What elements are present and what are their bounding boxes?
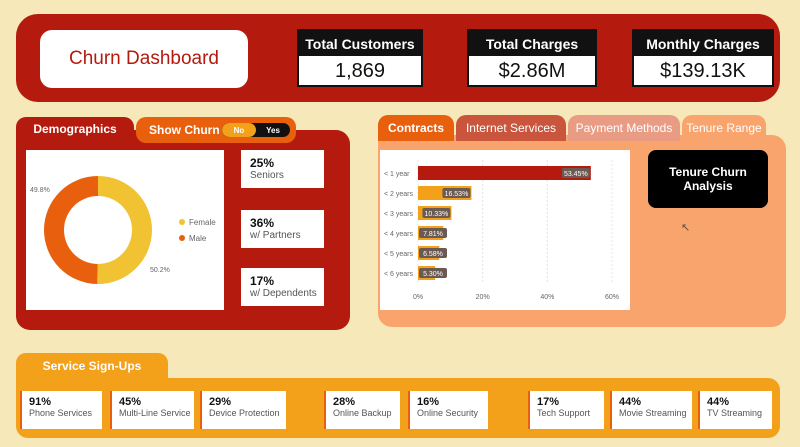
kpi-label: Monthly Charges: [634, 31, 772, 56]
x-tick-label: 60%: [605, 294, 619, 301]
stat-card-seniors: 25% Seniors: [238, 150, 324, 188]
female-pct-label: 50.2%: [150, 267, 170, 274]
kpi-value: $139.13K: [660, 60, 746, 82]
x-tick-label: 40%: [540, 294, 554, 301]
tab-internet-services[interactable]: Internet Services: [456, 115, 566, 141]
service-card-online-security: 16% Online Security: [408, 391, 488, 429]
toggle-no-option[interactable]: No: [222, 123, 256, 137]
service-label: Online Security: [417, 408, 479, 418]
stat-label: Seniors: [250, 170, 284, 181]
service-pct: 29%: [209, 396, 232, 408]
service-card-phone: 91% Phone Services: [20, 391, 102, 429]
bar-data-label: 53.45%: [564, 171, 588, 178]
kpi-label: Total Customers: [299, 31, 421, 56]
bar-data-label: 5.30%: [423, 271, 443, 278]
mouse-cursor-icon: ↖: [681, 221, 691, 234]
service-card-tech-support: 17% Tech Support: [528, 391, 604, 429]
donut-slice-female: [97, 176, 152, 284]
bar-data-label: 7.81%: [423, 231, 443, 238]
bar-data-label-bg: [419, 248, 447, 258]
stat-pct: 17%: [250, 274, 275, 288]
service-label: TV Streaming: [707, 408, 763, 418]
service-label: Multi-Line Service: [119, 408, 191, 418]
service-pct: 91%: [29, 396, 52, 408]
kpi-total-customers: Total Customers 1,869: [297, 29, 423, 87]
bar-data-label-bg: [419, 268, 447, 278]
bar-data-label-bg: [442, 188, 471, 198]
category-label: < 4 years: [384, 231, 413, 238]
service-pct: 17%: [537, 396, 560, 408]
service-pct: 28%: [333, 396, 356, 408]
category-label: < 5 years: [384, 251, 413, 258]
service-label: Online Backup: [333, 408, 392, 418]
service-label: Phone Services: [29, 408, 93, 418]
stat-pct: 36%: [250, 216, 275, 230]
service-pct: 44%: [619, 396, 642, 408]
stat-card-partners: 36% w/ Partners: [238, 210, 324, 248]
tenure-bar: [418, 166, 591, 180]
tenure-churn-analysis-button[interactable]: Tenure Churn Analysis: [648, 150, 768, 208]
service-pct: 44%: [707, 396, 730, 408]
service-card-device-protection: 29% Device Protection: [200, 391, 286, 429]
kpi-label: Total Charges: [469, 31, 595, 56]
stat-card-dependents: 17% w/ Dependents: [238, 268, 324, 306]
male-pct-label: 49.8%: [30, 187, 50, 194]
dashboard-title: Churn Dashboard: [40, 30, 248, 88]
bar-data-label-bg: [561, 168, 590, 178]
gender-donut-card: 49.8% 50.2% Female Male: [26, 150, 224, 310]
header-panel: Churn Dashboard Total Customers 1,869 To…: [16, 14, 780, 102]
kpi-value: $2.86M: [498, 60, 566, 82]
legend-female-label: Female: [189, 218, 216, 227]
bar-data-label: 10.33%: [425, 211, 449, 218]
service-card-multiline: 45% Multi-Line Service: [110, 391, 194, 429]
kpi-value: 1,869: [334, 60, 386, 82]
category-label: < 1 year: [384, 171, 410, 178]
show-churn-label: Show Churn: [149, 123, 220, 137]
stat-label: w/ Partners: [250, 230, 301, 241]
kpi-total-charges: Total Charges $2.86M: [467, 29, 597, 87]
tab-service-signups[interactable]: Service Sign-Ups: [16, 353, 168, 379]
tab-tenure-range[interactable]: Tenure Range: [682, 115, 766, 141]
show-churn-toggle[interactable]: No Yes: [222, 123, 290, 137]
service-label: Device Protection: [209, 408, 280, 418]
tab-demographics[interactable]: Demographics: [16, 117, 134, 141]
bar-data-label-bg: [419, 228, 447, 238]
service-card-tv-streaming: 44% TV Streaming: [698, 391, 772, 429]
bar-data-label: 6.58%: [423, 251, 443, 258]
service-card-movie-streaming: 44% Movie Streaming: [610, 391, 692, 429]
legend-female-swatch: [179, 219, 185, 225]
tenure-bar-card: 0% 20% 40% 60% < 1 year 53.45% < 2 years 16.53%…: [380, 150, 630, 310]
tab-payment-methods[interactable]: Payment Methods: [568, 115, 680, 141]
category-label: < 6 years: [384, 271, 413, 278]
category-label: < 2 years: [384, 191, 413, 198]
service-label: Movie Streaming: [619, 408, 687, 418]
bar-data-label: 16.53%: [445, 191, 469, 198]
donut-slices: [43, 176, 152, 284]
tab-contracts[interactable]: Contracts: [378, 115, 454, 141]
x-tick-label: 0%: [413, 294, 423, 301]
service-label: Tech Support: [537, 408, 591, 418]
service-card-online-backup: 28% Online Backup: [324, 391, 400, 429]
bar-data-label-bg: [422, 208, 451, 218]
service-pct: 16%: [417, 396, 440, 408]
gender-donut-chart: 49.8% 50.2% Female Male: [30, 176, 216, 284]
legend-male-label: Male: [189, 234, 207, 243]
toggle-yes-option[interactable]: Yes: [266, 125, 280, 135]
tenure-bar-chart: 0% 20% 40% 60% < 1 year 53.45% < 2 years 16.53%…: [384, 160, 619, 301]
kpi-monthly-charges: Monthly Charges $139.13K: [632, 29, 774, 87]
legend-male-swatch: [179, 235, 185, 241]
category-label: < 3 years: [384, 211, 413, 218]
donut-slice-male: [43, 176, 98, 284]
service-pct: 45%: [119, 396, 142, 408]
x-tick-label: 20%: [476, 294, 490, 301]
stat-pct: 25%: [250, 156, 275, 170]
stat-label: w/ Dependents: [250, 288, 317, 299]
show-churn-toggle-group: Show Churn No Yes: [136, 117, 296, 143]
